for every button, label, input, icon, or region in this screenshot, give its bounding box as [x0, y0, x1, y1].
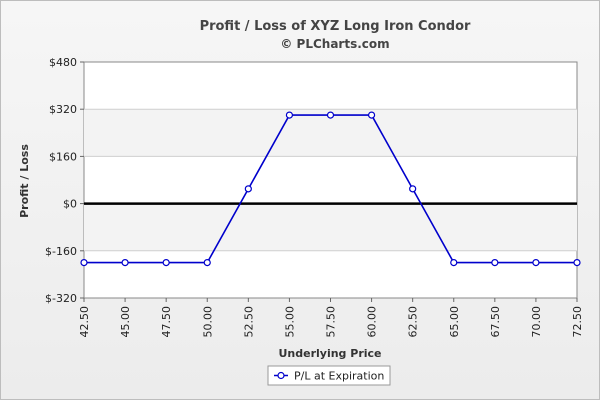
x-tick-label: 60.00	[366, 306, 379, 338]
x-tick-label: 45.00	[119, 306, 132, 338]
data-point	[203, 259, 211, 267]
y-tick-label: $-320	[45, 292, 77, 305]
x-tick-label: 55.00	[283, 306, 296, 338]
x-tick-label: 47.50	[160, 306, 173, 338]
x-axis-label: Underlying Price	[278, 347, 381, 360]
data-point	[326, 111, 335, 119]
data-point	[80, 259, 88, 267]
x-tick-label: 67.50	[489, 306, 502, 338]
chart-subtitle: © PLCharts.com	[280, 37, 389, 51]
data-point	[285, 111, 294, 119]
x-tick-label: 72.50	[571, 306, 584, 338]
x-tick-label: 70.00	[530, 306, 543, 338]
x-tick-label: 62.50	[407, 306, 420, 338]
data-point	[450, 259, 458, 267]
data-point	[573, 259, 581, 267]
x-axis-ticks: 42.50 45.00 47.50 50.00 52.50 55.00 57.50 60.00…	[78, 298, 584, 338]
x-tick-label: 42.50	[78, 306, 91, 338]
legend-point-marker	[277, 371, 285, 380]
y-tick-label: $160	[49, 150, 77, 163]
x-tick-label: 57.50	[325, 306, 338, 338]
x-tick-label: 52.50	[242, 306, 255, 338]
grid-lines	[84, 108, 577, 252]
y-axis-label: Profit / Loss	[18, 144, 31, 218]
data-point	[121, 259, 129, 267]
plot-area	[83, 61, 578, 299]
x-tick-label: 50.00	[201, 306, 214, 338]
y-tick-label: $-160	[45, 245, 77, 258]
series-points	[80, 111, 581, 267]
y-tick-label: $480	[49, 56, 77, 69]
data-point	[244, 185, 252, 193]
data-point	[409, 185, 417, 193]
data-point	[367, 111, 376, 119]
y-tick-label: $320	[49, 103, 77, 116]
chart-title: Profit / Loss of XYZ Long Iron Condor	[200, 19, 471, 34]
legend: P/L at Expiration	[267, 365, 391, 386]
x-tick-label: 65.00	[448, 306, 461, 338]
data-point	[162, 259, 170, 267]
data-point	[491, 259, 499, 267]
y-axis-ticks: $480 $320 $160 $0 $-160 $-320	[45, 56, 84, 305]
y-tick-label: $0	[63, 198, 77, 211]
legend-box	[267, 365, 391, 386]
plot-band	[84, 203, 577, 251]
data-point	[532, 259, 540, 267]
legend-label: P/L at Expiration	[294, 370, 384, 383]
